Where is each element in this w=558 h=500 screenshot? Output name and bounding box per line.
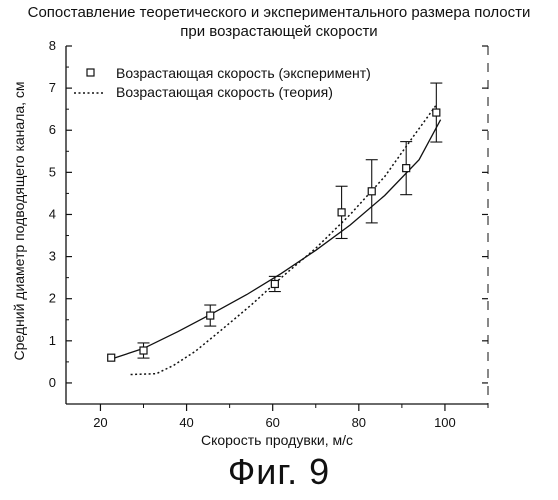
y-tick-label: 2 bbox=[49, 291, 56, 306]
x-tick-label: 80 bbox=[352, 415, 366, 430]
x-axis-label: Скорость продувки, м/с bbox=[201, 432, 353, 448]
legend-label-theory: Возрастающая скорость (теория) bbox=[116, 84, 333, 100]
x-tick-label: 60 bbox=[265, 415, 279, 430]
data-point bbox=[207, 312, 214, 319]
y-tick-label: 0 bbox=[49, 375, 56, 390]
data-point bbox=[433, 109, 440, 116]
data-point bbox=[140, 347, 147, 354]
x-tick-label: 100 bbox=[434, 415, 456, 430]
y-tick-label: 3 bbox=[49, 249, 56, 264]
y-tick-label: 1 bbox=[49, 333, 56, 348]
y-tick-label: 8 bbox=[49, 38, 56, 53]
y-tick-label: 5 bbox=[49, 164, 56, 179]
fit-line-layer bbox=[109, 120, 441, 360]
data-point bbox=[271, 280, 278, 287]
chart-plot: 0 1 2 3 4 5 6 7 8 20 40 60 80 100 Возрастающая скорос… bbox=[0, 0, 558, 450]
y-tick-label: 6 bbox=[49, 122, 56, 137]
x-tick-label: 20 bbox=[93, 415, 107, 430]
theory-line-layer bbox=[131, 105, 437, 375]
legend-marker-square bbox=[87, 69, 94, 76]
data-point bbox=[403, 165, 410, 172]
y-tick-label: 7 bbox=[49, 80, 56, 95]
fit-line bbox=[109, 120, 441, 360]
x-tick-label: 40 bbox=[179, 415, 193, 430]
figure-caption: Фиг. 9 bbox=[0, 450, 558, 494]
data-point bbox=[368, 188, 375, 195]
data-point bbox=[338, 209, 345, 216]
legend-label-experiment: Возрастающая скорость (эксперимент) bbox=[116, 65, 371, 81]
y-axis-label: Средний диаметр подводящего канала, см bbox=[11, 81, 27, 360]
experiment-points-layer bbox=[108, 83, 443, 361]
legend: Возрастающая скорость (эксперимент) Возр… bbox=[74, 65, 371, 100]
data-point bbox=[108, 354, 115, 361]
theory-line bbox=[131, 105, 437, 375]
y-tick-label: 4 bbox=[49, 206, 56, 221]
